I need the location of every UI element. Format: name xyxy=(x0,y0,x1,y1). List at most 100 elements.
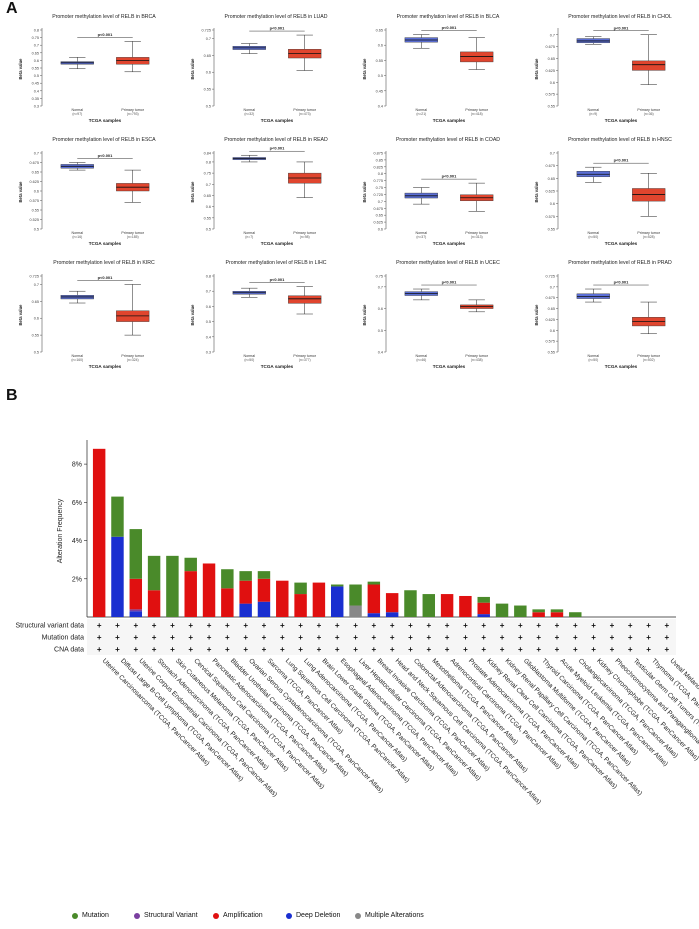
y-tick-label: 0.65 xyxy=(204,54,211,58)
y-axis-label: Beta value xyxy=(190,304,195,326)
boxplot-title: Promoter methylation level of RELB in UC… xyxy=(396,260,500,266)
row-marker: + xyxy=(133,621,138,630)
group-n: (n=528) xyxy=(643,235,655,239)
p-value-label: p<0.001 xyxy=(442,25,458,30)
row-marker: + xyxy=(170,645,175,654)
boxplot-kirc: Promoter methylation level of RELB in KI… xyxy=(18,260,155,369)
row-marker: + xyxy=(207,621,212,630)
row-marker: + xyxy=(97,621,102,630)
y-tick-label: 0.775 xyxy=(373,179,383,183)
row-marker: + xyxy=(481,645,486,654)
y-tick-label: 0.5 xyxy=(34,228,39,232)
bar-segment-deep-deletion xyxy=(385,612,399,617)
boxplot-title: Promoter methylation level of RELB in KI… xyxy=(53,260,155,266)
bar-segment-amplification xyxy=(147,590,161,617)
group-label: Primary tumor xyxy=(465,108,488,112)
row-marker: + xyxy=(317,633,322,642)
p-value-label: p<0.001 xyxy=(98,32,114,37)
y-tick-label: 4% xyxy=(72,538,82,545)
y-tick-label: 0.675 xyxy=(29,161,39,165)
row-marker: + xyxy=(408,645,413,654)
boxplot-lihc: Promoter methylation level of RELB in LI… xyxy=(190,260,327,369)
bar-segment-amplification xyxy=(532,612,545,617)
y-tick-label: 0.75 xyxy=(376,275,383,279)
y-tick-label: 0.675 xyxy=(545,45,555,49)
y-tick-label: 0.8 xyxy=(206,160,211,164)
x-axis-label: TCGA samples xyxy=(605,364,638,369)
y-tick-label: 0.3 xyxy=(206,351,211,355)
row-marker: + xyxy=(243,633,248,642)
group-n: (n=98) xyxy=(300,235,310,239)
row-marker: + xyxy=(518,633,523,642)
y-tick-label: 0.3 xyxy=(34,105,39,109)
row-marker: + xyxy=(335,645,340,654)
row-marker: + xyxy=(115,645,120,654)
row-marker: + xyxy=(280,645,285,654)
y-tick-label: 0.35 xyxy=(32,97,39,101)
group-label: Normal xyxy=(243,108,255,112)
y-axis-label: Beta value xyxy=(190,181,195,203)
group-n: (n=438) xyxy=(471,358,483,362)
bar-segment-mutation xyxy=(477,596,490,603)
y-tick-label: 0.5 xyxy=(378,74,383,78)
row-marker: + xyxy=(390,621,395,630)
group-label: Normal xyxy=(243,354,255,358)
y-tick-label: 0.575 xyxy=(545,340,555,344)
y-tick-label: 0.7 xyxy=(550,152,555,156)
group-label: Primary tumor xyxy=(121,354,144,358)
group-n: (n=46) xyxy=(416,358,426,362)
y-tick-label: 0.55 xyxy=(32,209,39,213)
panel-a-label: A xyxy=(6,0,18,17)
group-label: Primary tumor xyxy=(465,231,488,235)
bar-segment-amplification xyxy=(184,571,197,617)
row-marker: + xyxy=(445,633,450,642)
y-tick-label: 0.55 xyxy=(376,59,383,63)
y-tick-label: 0.55 xyxy=(204,216,211,220)
group-label: Primary tumor xyxy=(465,354,488,358)
bar-segment-mutation xyxy=(514,605,527,617)
row-marker: + xyxy=(591,645,596,654)
row-marker: + xyxy=(591,633,596,642)
y-tick-label: 0.6 xyxy=(206,205,211,209)
row-marker: + xyxy=(170,633,175,642)
bar-segment-amplification xyxy=(202,563,216,617)
row-marker: + xyxy=(115,621,120,630)
row-marker: + xyxy=(426,645,431,654)
boxplot-read: Promoter methylation level of RELB in RE… xyxy=(190,137,328,246)
row-marker: + xyxy=(591,621,596,630)
row-marker: + xyxy=(573,645,578,654)
bar-segment-mutation xyxy=(495,603,509,617)
y-tick-label: 0.625 xyxy=(545,69,555,73)
x-axis-label: TCGA samples xyxy=(89,118,122,123)
bar-segment-mutation xyxy=(166,555,179,617)
row-marker: + xyxy=(445,645,450,654)
y-tick-label: 8% xyxy=(72,462,82,469)
bar-segment-deep-deletion xyxy=(367,613,381,617)
group-label: Normal xyxy=(71,354,83,358)
bar-segment-amplification xyxy=(385,593,399,613)
y-tick-label: 0.875 xyxy=(373,152,383,156)
row-marker: + xyxy=(665,621,670,630)
y-tick-label: 0.5 xyxy=(206,320,211,324)
y-tick-label: 0.6 xyxy=(378,307,383,311)
bar-segment-deep-deletion xyxy=(257,601,271,617)
y-axis-label: Beta value xyxy=(18,58,23,80)
row-marker: + xyxy=(500,621,505,630)
y-tick-label: 0.84 xyxy=(204,152,211,156)
y-tick-label: 0.7 xyxy=(378,285,383,289)
bar-segment-amplification xyxy=(276,580,289,617)
y-tick-label: 0.55 xyxy=(204,88,211,92)
y-axis-label: Beta value xyxy=(534,58,539,80)
x-axis-label: TCGA samples xyxy=(261,118,294,123)
p-value-label: p<0.001 xyxy=(270,26,286,31)
row-marker: + xyxy=(390,633,395,642)
row-label: CNA data xyxy=(54,647,84,654)
row-marker: + xyxy=(97,645,102,654)
bar-segment-amplification xyxy=(257,578,271,602)
row-marker: + xyxy=(500,633,505,642)
boxplot-title: Promoter methylation level of RELB in RE… xyxy=(224,137,328,143)
bar-segment-mutation xyxy=(257,571,271,579)
group-n: (n=185) xyxy=(127,235,139,239)
row-marker: + xyxy=(573,621,578,630)
y-tick-label: 0.575 xyxy=(545,93,555,97)
